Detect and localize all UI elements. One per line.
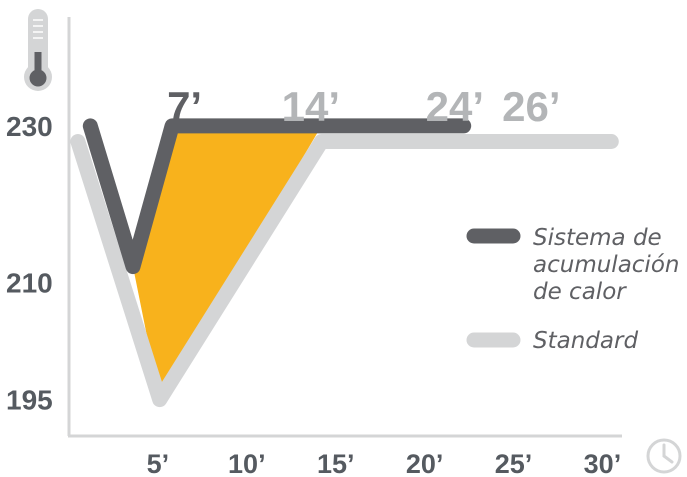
clock-icon [646, 438, 682, 474]
time-annotation: 24’ [426, 83, 484, 130]
series-line-heat-accumulation [82, 118, 472, 275]
time-annotation: 7’ [167, 83, 202, 130]
x-tick-label: 15’ [317, 449, 355, 477]
x-tick-label: 5’ [147, 449, 170, 477]
x-tick-label: 20’ [406, 449, 444, 477]
legend: Sistema de acumulación de calor Standard [466, 225, 687, 354]
time-annotation: 26’ [502, 83, 560, 130]
x-tick-label: 25’ [495, 449, 533, 477]
legend-label-standard: Standard [533, 328, 638, 354]
series-line-standard [70, 134, 619, 408]
y-tick-label: 210 [6, 267, 53, 298]
y-tick-label: 195 [6, 385, 53, 416]
legend-label-heat-accumulation: Sistema de acumulación de calor [533, 225, 687, 305]
advantage-fill-area [133, 125, 322, 400]
y-tick-label: 230 [6, 111, 53, 142]
x-tick-label: 10’ [228, 449, 266, 477]
thermometer-icon [24, 9, 52, 91]
time-annotation: 14’ [282, 83, 340, 130]
x-tick-label: 30’ [584, 449, 622, 477]
